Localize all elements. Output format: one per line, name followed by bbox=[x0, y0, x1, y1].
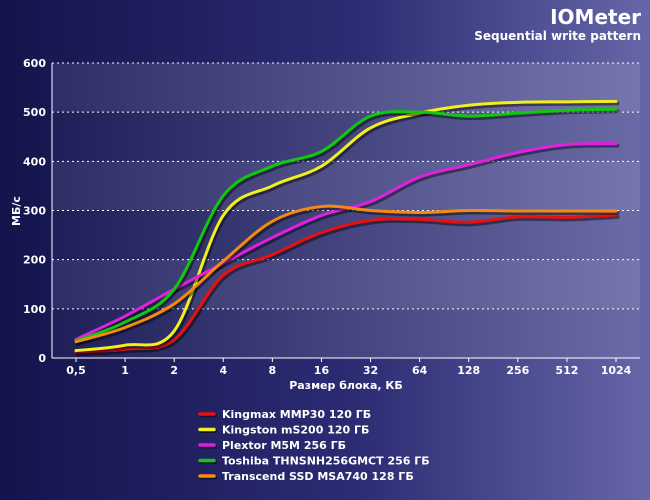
series-line bbox=[74, 107, 618, 343]
x-tick-label: 32 bbox=[363, 364, 378, 377]
y-tick-label: 300 bbox=[23, 205, 46, 218]
x-tick-label: 2 bbox=[170, 364, 178, 377]
legend-item: Transcend SSD MSA740 128 ГБ bbox=[198, 470, 414, 483]
x-axis-ticks: 0,5 1 2 4 8 16 32 64 128 256 512 1024 bbox=[66, 364, 631, 377]
x-tick-label: 1 bbox=[121, 364, 129, 377]
y-tick-label: 100 bbox=[23, 303, 46, 316]
y-tick-label: 600 bbox=[23, 57, 46, 70]
legend-item: Toshiba THNSNH256GMCT 256 ГБ bbox=[198, 455, 430, 468]
legend-label: Plextor M5M 256 ГБ bbox=[222, 439, 346, 452]
chart-subtitle: Sequential write pattern bbox=[474, 29, 641, 43]
legend-item: Kingston mS200 120 ГБ bbox=[198, 424, 369, 437]
series-line bbox=[74, 213, 618, 354]
x-tick-label: 64 bbox=[412, 364, 428, 377]
y-tick-label: 400 bbox=[23, 155, 46, 168]
legend-label: Transcend SSD MSA740 128 ГБ bbox=[222, 470, 414, 483]
y-axis-ticks: 0 100 200 300 400 500 600 bbox=[23, 57, 46, 365]
y-axis-label: МБ/с bbox=[10, 196, 23, 226]
y-tick-label: 0 bbox=[38, 352, 46, 365]
series-line-shadow bbox=[75, 214, 620, 357]
legend-item: Plextor M5M 256 ГБ bbox=[198, 439, 346, 452]
series-line-shadow bbox=[75, 206, 620, 346]
y-tick-label: 500 bbox=[23, 106, 46, 119]
x-tick-label: 256 bbox=[506, 364, 529, 377]
series-line-shadow bbox=[75, 101, 620, 355]
legend-label: Kingmax MMP30 120 ГБ bbox=[222, 408, 371, 421]
x-tick-label: 1024 bbox=[601, 364, 632, 377]
chart-title: IOMeter bbox=[550, 5, 641, 29]
legend: Kingmax MMP30 120 ГБ Kingston mS200 120 Г… bbox=[198, 408, 430, 483]
x-axis-label: Размер блока, КБ bbox=[289, 379, 403, 392]
legend-item: Kingmax MMP30 120 ГБ bbox=[198, 408, 371, 421]
series-lines bbox=[74, 99, 620, 357]
grid-band bbox=[52, 259, 640, 309]
legend-label: Kingston mS200 120 ГБ bbox=[222, 424, 369, 437]
x-tick-label: 512 bbox=[555, 364, 578, 377]
series-line bbox=[74, 204, 618, 344]
x-tick-label: 128 bbox=[457, 364, 480, 377]
y-tick-label: 200 bbox=[23, 254, 46, 267]
grid-band bbox=[52, 161, 640, 211]
series-line-shadow bbox=[75, 109, 620, 345]
series-line bbox=[74, 99, 618, 353]
legend-label: Toshiba THNSNH256GMCT 256 ГБ bbox=[222, 455, 430, 468]
x-tick-label: 16 bbox=[314, 364, 330, 377]
grid-band bbox=[52, 63, 640, 113]
x-tick-label: 8 bbox=[269, 364, 277, 377]
x-tick-label: 4 bbox=[219, 364, 227, 377]
x-tick-label: 0,5 bbox=[66, 364, 86, 377]
